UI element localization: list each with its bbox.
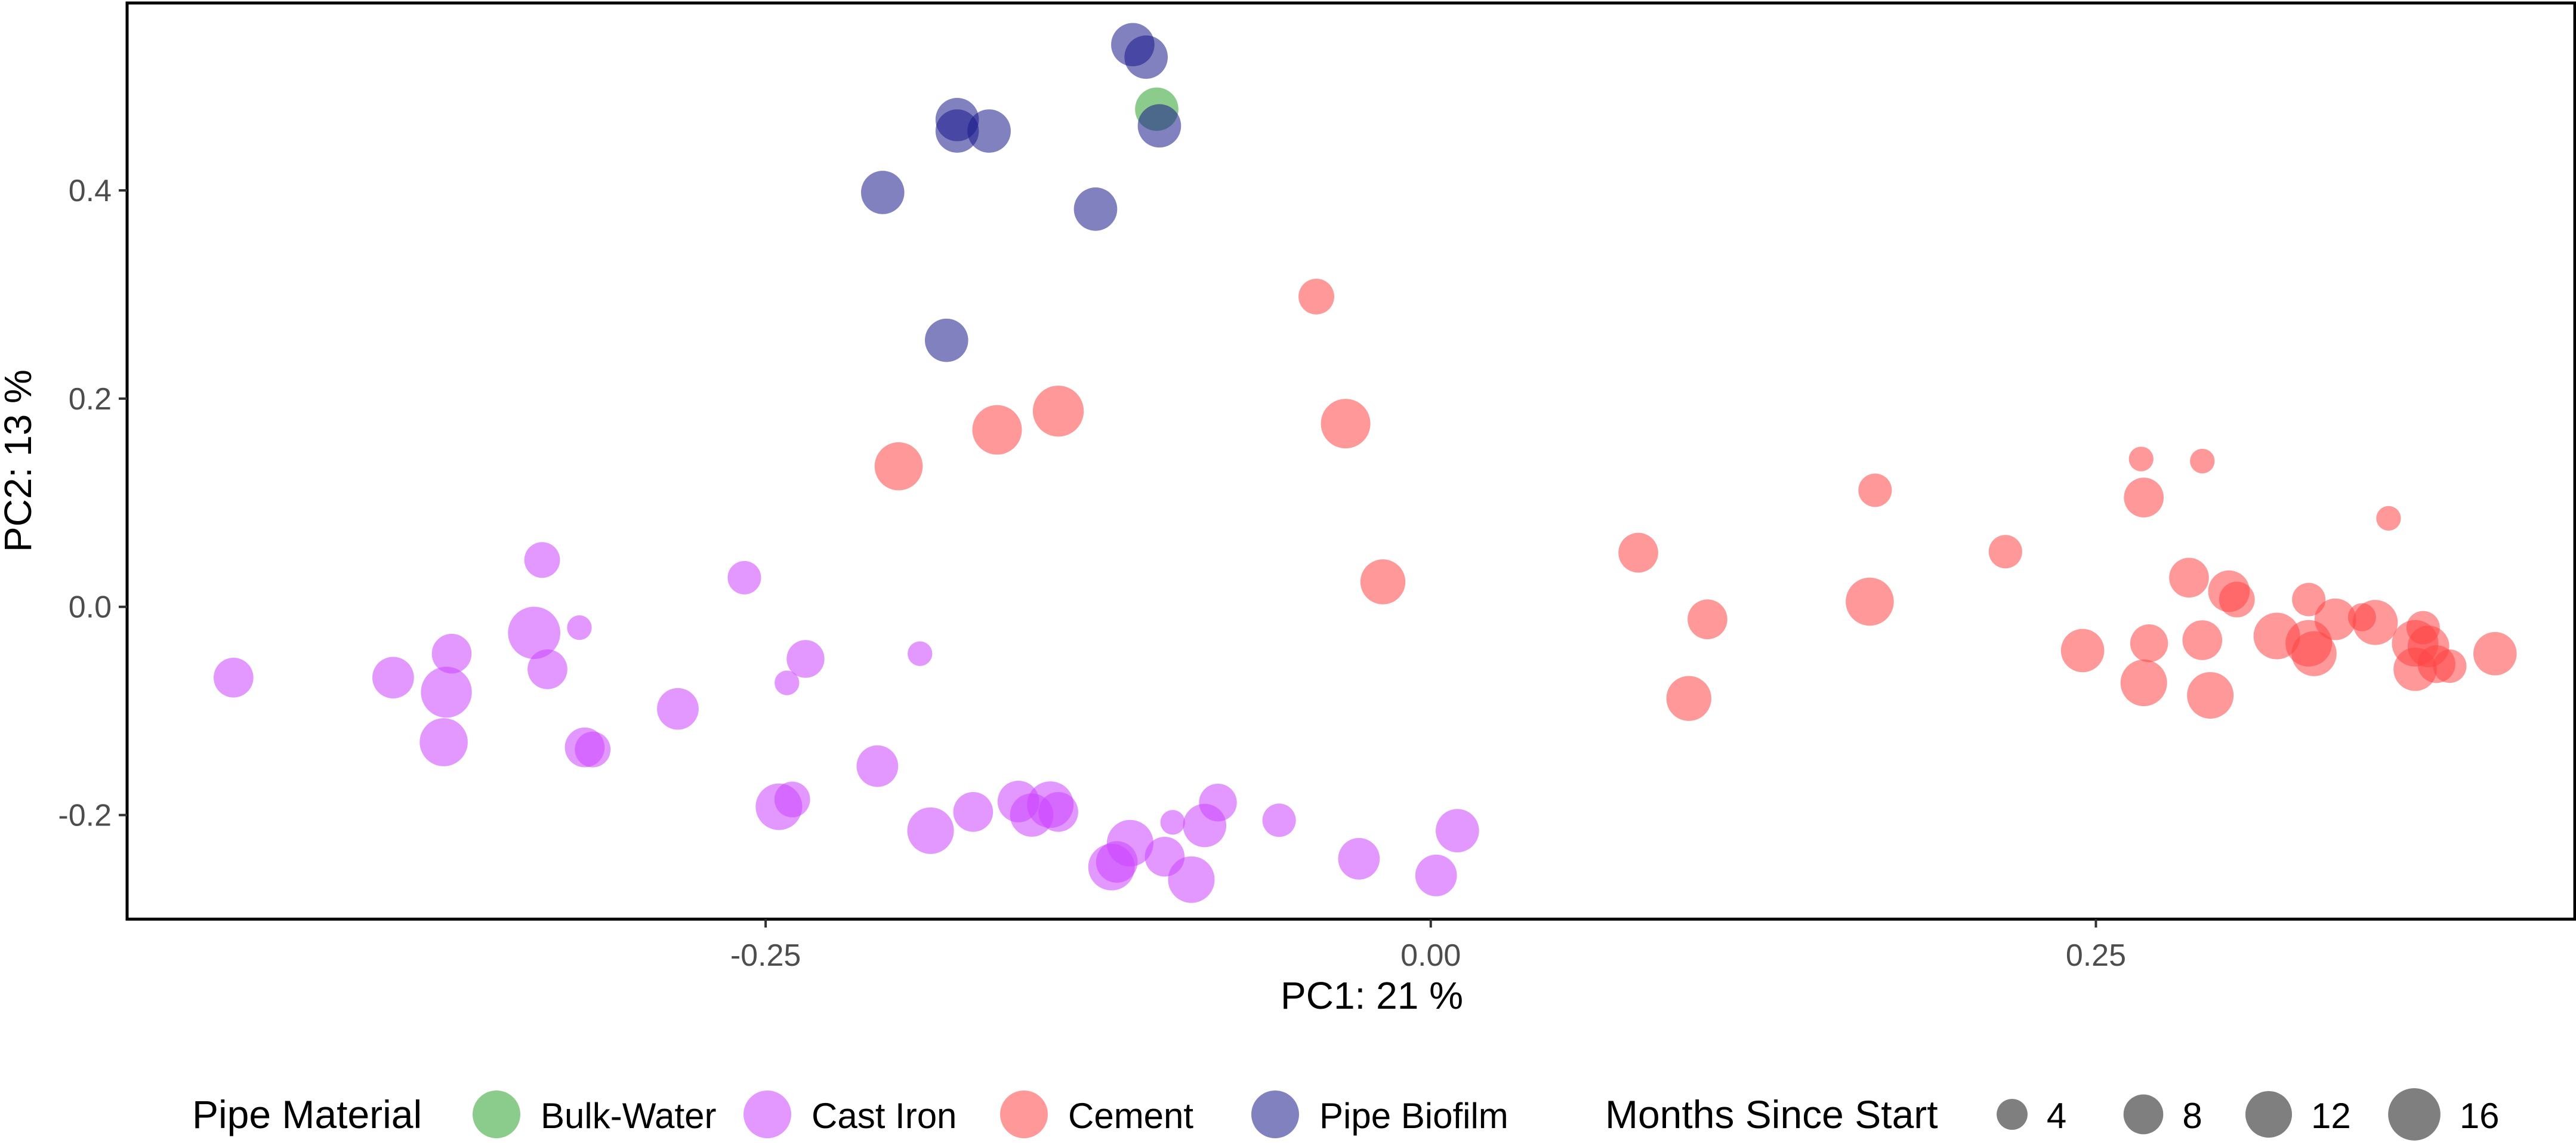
point-cast-iron [657,688,699,730]
point-cast-iron [1415,854,1457,896]
legend-key-bulk-water [473,1090,520,1138]
point-cast-iron [727,560,761,594]
point-pipe-biofilm [967,109,1011,153]
point-cement [874,442,923,491]
point-cast-iron [1262,803,1296,837]
point-cement [2314,598,2356,640]
point-cement [2376,506,2401,531]
point-cast-iron [575,731,611,768]
y-tick-label: 0.4 [69,174,112,208]
plot-panel-border [125,1,2576,921]
point-cast-iron [567,615,592,640]
legend-size-key-4 [1997,1099,2028,1130]
point-pipe-biofilm [1124,35,1168,79]
legend-size-label: 16 [2460,1096,2500,1136]
legend-size-key-12 [2245,1090,2293,1138]
x-tick-label: 0.25 [2066,938,2126,973]
legend-key-cast-iron [744,1090,791,1138]
legend-size-key-8 [2123,1094,2164,1135]
point-cement [2120,660,2167,707]
point-cast-iron [786,640,825,678]
point-cast-iron [508,606,561,660]
legend-label-pipe-biofilm: Pipe Biofilm [1319,1096,1508,1136]
point-cement [1666,676,1711,721]
point-cement [1687,599,1727,639]
point-cast-iron [775,670,800,695]
point-cement [1858,473,1892,507]
point-cement [2182,620,2223,660]
y-tick-label: 0.2 [69,382,112,417]
point-cast-iron [431,633,472,674]
point-cast-iron [1106,819,1153,867]
x-tick-label: -0.25 [730,938,801,973]
legend-size-label: 8 [2182,1096,2202,1136]
point-pipe-biofilm [935,109,979,153]
point-cement [2169,557,2209,598]
point-cast-iron [527,649,567,689]
point-cast-iron [907,807,954,854]
legend-label-bulk-water: Bulk-Water [541,1096,717,1136]
point-cast-iron [908,641,933,666]
point-cast-iron [1338,837,1380,880]
point-cement [2473,631,2517,676]
point-cast-iron [774,781,810,818]
points-layer [214,23,2517,903]
y-axis-label: PC2: 13 % [0,369,39,552]
axes-layer: -0.25 0.00 0.25 -0.2 0.0 0.2 0.4 [58,174,2126,973]
legend-size-label: 12 [2311,1096,2351,1136]
point-cast-iron [214,657,254,698]
point-cement [2292,583,2326,617]
point-pipe-biofilm [860,171,905,214]
point-cement [1618,532,1658,573]
y-tick-label: 0.0 [69,590,112,625]
point-cast-iron [856,745,899,787]
point-cement [1321,399,1371,449]
point-cast-iron [1160,810,1185,835]
point-cast-iron [419,718,468,766]
point-cement [2352,600,2398,645]
legend-color-title: Pipe Material [192,1092,422,1136]
x-axis-label: PC1: 21 % [1281,974,1463,1017]
point-cement [1846,577,1894,626]
legend-key-pipe-biofilm [1251,1090,1299,1138]
legend: Pipe Material Months Since Start Bulk-Wa… [192,1088,2500,1141]
point-cement [2219,581,2255,618]
point-cast-iron [1168,856,1215,903]
point-pipe-biofilm [1073,187,1118,231]
point-cast-iron [1038,792,1078,832]
y-tick-label: -0.2 [58,799,112,833]
point-cement [2124,477,2164,517]
point-cast-iron [524,542,560,578]
point-cement [1298,278,1334,315]
point-cement [2128,446,2154,472]
x-tick-label: 0.00 [1400,938,1461,973]
point-pipe-biofilm [1137,104,1181,148]
point-cement [2060,629,2105,673]
point-cement [2190,448,2215,474]
point-cement [1032,386,1084,437]
legend-label-cast-iron: Cast Iron [812,1096,957,1136]
point-cement [1988,535,2022,569]
point-cast-iron [372,657,414,699]
point-cement [2433,649,2467,683]
point-cement [2130,624,2168,663]
legend-label-cement: Cement [1068,1096,1193,1136]
point-cast-iron [421,667,472,718]
legend-size-title: Months Since Start [1605,1092,1938,1136]
point-cement [1360,559,1406,605]
legend-key-cement [1000,1090,1048,1138]
legend-size-label: 4 [2047,1096,2066,1136]
point-cast-iron [953,792,994,832]
point-cement [2187,671,2234,719]
point-pipe-biofilm [924,318,968,362]
point-cast-iron [1199,783,1237,822]
point-cement [972,405,1022,455]
point-cast-iron [1436,809,1479,853]
legend-size-key-16 [2388,1088,2441,1141]
point-cement [2291,631,2337,676]
